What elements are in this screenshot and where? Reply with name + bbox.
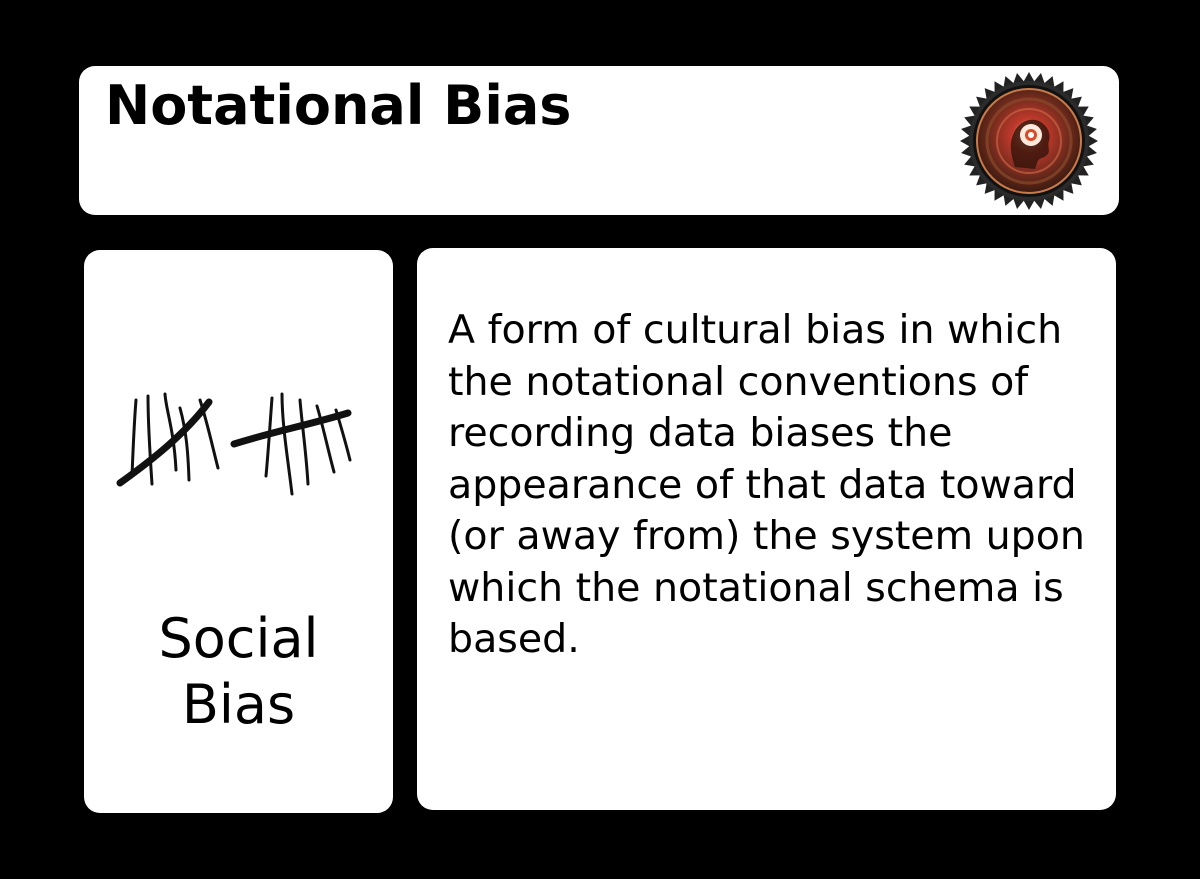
category-label-line2: Bias <box>181 673 296 736</box>
tally-marks-icon <box>116 392 352 496</box>
page-title: Notational Bias <box>105 74 572 137</box>
title-card: Notational Bias <box>79 66 1119 215</box>
definition-text: A form of cultural bias in which the not… <box>448 307 1085 662</box>
category-label-line1: Social <box>158 607 319 670</box>
bias-seal-badge-icon <box>960 72 1098 210</box>
category-label: Social Bias <box>84 606 393 738</box>
definition-card: A form of cultural bias in which the not… <box>417 248 1116 810</box>
category-card: Social Bias <box>84 250 393 813</box>
